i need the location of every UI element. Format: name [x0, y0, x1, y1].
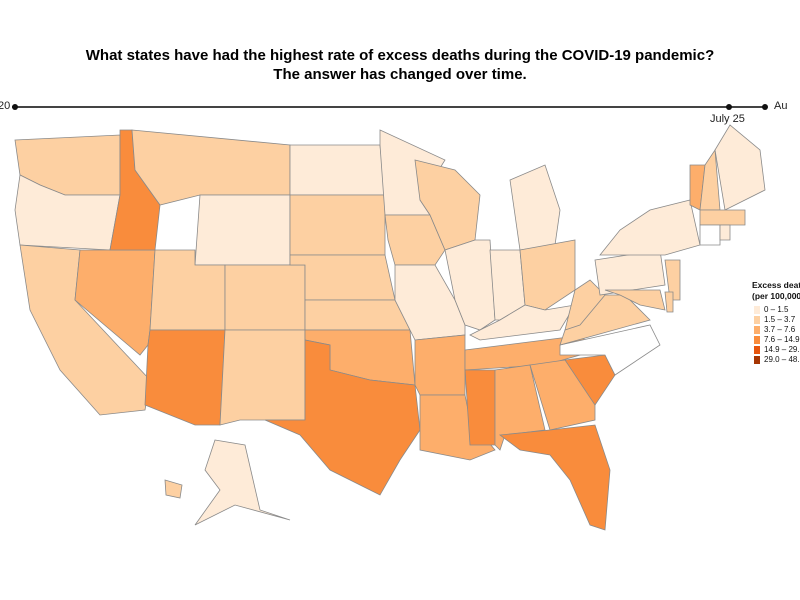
- legend-subtitle: (per 100,000): [752, 291, 800, 301]
- state-ky: [469, 304, 576, 341]
- state-mi: [509, 164, 561, 251]
- state-hi: [164, 479, 183, 499]
- state-md: [604, 289, 666, 311]
- page-title: What states have had the highest rate of…: [0, 46, 800, 84]
- state-de: [664, 291, 674, 313]
- state-ma: [699, 209, 746, 226]
- timeline-current-handle[interactable]: [726, 104, 732, 110]
- legend-swatch: [754, 316, 760, 324]
- legend-label: 14.9 – 29.0: [764, 345, 800, 354]
- state-nj: [664, 259, 681, 301]
- state-ne: [289, 254, 396, 301]
- legend-label: 3.7 – 7.6: [764, 325, 796, 334]
- timeline-start-label: 20: [0, 100, 11, 112]
- state-ks: [304, 299, 411, 331]
- legend-item: 14.9 – 29.0: [754, 345, 800, 355]
- state-me: [714, 124, 766, 211]
- legend-label: 29.0 – 48.9: [764, 355, 800, 364]
- state-sd: [289, 194, 386, 256]
- state-nd: [289, 144, 386, 196]
- legend-title: Excess death: [752, 280, 800, 290]
- state-nm: [219, 329, 306, 426]
- timeline-end-label: Au: [774, 100, 788, 112]
- state-ak: [194, 439, 291, 526]
- state-oh: [519, 239, 576, 311]
- state-ct: [699, 224, 721, 246]
- state-ny: [599, 199, 701, 256]
- timeline-slider[interactable]: 20 July 25 Au: [0, 98, 800, 128]
- legend-swatch: [754, 326, 760, 334]
- title-line-2: The answer has changed over time.: [273, 66, 527, 83]
- legend: Excess death (per 100,000) 0 – 1.51.5 – …: [752, 280, 800, 365]
- timeline-end-dot[interactable]: [762, 104, 768, 110]
- state-wy: [194, 194, 291, 266]
- legend-swatch: [754, 336, 760, 344]
- state-ms: [464, 369, 496, 446]
- state-ri: [719, 224, 731, 241]
- state-wv: [564, 279, 606, 331]
- state-pa: [594, 249, 666, 296]
- state-ar: [414, 334, 466, 396]
- legend-label: 0 – 1.5: [764, 305, 789, 314]
- state-mt: [131, 129, 291, 206]
- state-fl: [498, 424, 611, 531]
- state-co: [224, 264, 306, 331]
- legend-swatch: [754, 306, 760, 314]
- legend-item: 29.0 – 48.9: [754, 355, 800, 365]
- legend-item: 1.5 – 3.7: [754, 315, 800, 325]
- state-tx: [264, 339, 421, 496]
- legend-label: 7.6 – 14.9: [764, 335, 800, 344]
- legend-item: 0 – 1.5: [754, 305, 800, 315]
- legend-swatch: [754, 356, 760, 364]
- legend-item: 7.6 – 14.9: [754, 335, 800, 345]
- legend-label: 1.5 – 3.7: [764, 315, 796, 324]
- timeline-current-label: July 25: [710, 113, 745, 125]
- timeline-track[interactable]: [12, 106, 766, 108]
- state-nc: [559, 324, 661, 376]
- legend-swatch: [754, 346, 760, 354]
- state-il: [444, 239, 496, 331]
- state-az: [144, 329, 226, 426]
- timeline-start-dot[interactable]: [12, 104, 18, 110]
- title-line-1: What states have had the highest rate of…: [85, 47, 715, 64]
- legend-item: 3.7 – 7.6: [754, 325, 800, 335]
